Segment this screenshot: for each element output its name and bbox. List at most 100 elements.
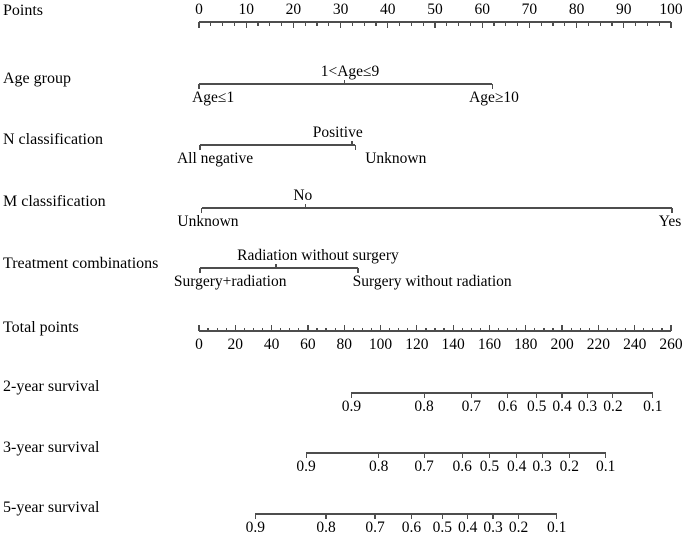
minor-tick <box>280 327 282 331</box>
major-tick <box>387 22 389 28</box>
category-label: 0.6 <box>452 458 472 475</box>
category-label: 0.1 <box>595 458 616 475</box>
category-tick <box>507 393 509 398</box>
tick-label: 10 <box>238 1 254 18</box>
minor-tick <box>316 22 318 26</box>
minor-tick <box>497 327 500 331</box>
minor-tick <box>635 22 637 26</box>
minor-tick <box>461 327 463 331</box>
major-tick <box>416 325 418 331</box>
major-tick <box>597 325 599 331</box>
major-tick <box>198 22 200 28</box>
category-tick <box>378 453 380 458</box>
minor-tick <box>210 22 212 26</box>
tick-label: 80 <box>568 1 585 18</box>
minor-tick <box>222 22 224 26</box>
axis-line-age_group <box>199 83 493 85</box>
category-label: 0.4 <box>552 398 572 415</box>
minor-tick <box>243 327 245 331</box>
major-tick <box>623 22 625 28</box>
category-label: 0.4 <box>507 458 527 475</box>
category-tick <box>199 145 201 150</box>
category-tick <box>516 453 518 458</box>
category-tick <box>568 453 570 458</box>
category-label: Positive <box>312 124 363 141</box>
category-tick <box>351 140 353 145</box>
tick-label: 60 <box>300 336 316 353</box>
category-tick <box>461 453 463 458</box>
row-label-total_points: Total points <box>3 319 79 336</box>
major-tick <box>292 22 294 28</box>
tick-label: 120 <box>405 336 429 353</box>
axis-line-total_points <box>199 330 671 332</box>
category-tick <box>652 393 654 398</box>
minor-tick <box>361 327 363 331</box>
minor-tick <box>446 22 448 26</box>
category-label: 0.1 <box>546 519 567 536</box>
minor-tick <box>516 327 518 331</box>
minor-tick <box>579 327 581 331</box>
category-tick <box>517 514 520 519</box>
minor-tick <box>458 22 460 26</box>
tick-label: 100 <box>368 336 393 353</box>
minor-tick <box>269 22 271 26</box>
category-label: 0.6 <box>401 519 422 536</box>
minor-tick <box>570 327 572 331</box>
tick-label: 30 <box>332 1 349 18</box>
tick-label: 140 <box>441 336 465 353</box>
major-tick <box>198 325 200 331</box>
category-tick <box>354 145 356 150</box>
major-tick <box>670 22 672 28</box>
minor-tick <box>470 327 472 331</box>
major-tick <box>340 22 342 28</box>
category-tick <box>357 268 359 273</box>
minor-tick <box>434 327 436 331</box>
minor-tick <box>505 22 507 26</box>
major-tick <box>528 22 530 28</box>
row-label-age_group: Age group <box>3 70 71 87</box>
axis-line-treatment_combinations <box>199 267 359 269</box>
axis-line-survival_3yr <box>306 452 606 454</box>
tick-label: 200 <box>550 336 574 353</box>
category-label: 0.9 <box>296 458 316 475</box>
minor-tick <box>507 327 509 331</box>
tick-label: 20 <box>285 1 302 18</box>
major-tick <box>343 325 345 331</box>
category-tick <box>423 453 425 458</box>
minor-tick <box>469 22 471 26</box>
minor-tick <box>552 327 554 331</box>
category-tick <box>350 393 353 398</box>
minor-tick <box>652 327 654 331</box>
minor-tick <box>611 22 613 26</box>
category-tick <box>305 453 307 458</box>
category-tick <box>198 84 200 89</box>
minor-tick <box>517 22 519 26</box>
tick-label: 20 <box>227 336 244 353</box>
minor-tick <box>225 327 227 331</box>
minor-tick <box>493 22 495 26</box>
category-tick <box>254 514 256 519</box>
category-tick <box>467 514 469 519</box>
category-tick <box>275 263 277 268</box>
category-label: 0.3 <box>532 458 552 475</box>
category-label: 0.2 <box>559 458 580 475</box>
minor-tick <box>233 22 235 26</box>
category-label: Yes <box>658 213 682 230</box>
minor-tick <box>425 327 427 331</box>
category-tick <box>470 393 472 398</box>
category-label: Unknown <box>177 213 239 230</box>
category-tick <box>199 268 201 273</box>
minor-tick <box>216 327 218 331</box>
category-tick <box>201 208 203 213</box>
category-tick <box>344 79 346 84</box>
major-tick <box>271 325 273 331</box>
minor-tick <box>328 22 330 26</box>
major-tick <box>634 325 636 331</box>
minor-tick <box>625 327 627 331</box>
axis-line-m_classification <box>201 207 672 209</box>
category-label: 0.2 <box>603 398 623 415</box>
tick-label: 50 <box>427 1 443 18</box>
category-label: 0.7 <box>414 458 434 475</box>
minor-tick <box>316 327 318 331</box>
category-label: 0.8 <box>316 519 336 536</box>
